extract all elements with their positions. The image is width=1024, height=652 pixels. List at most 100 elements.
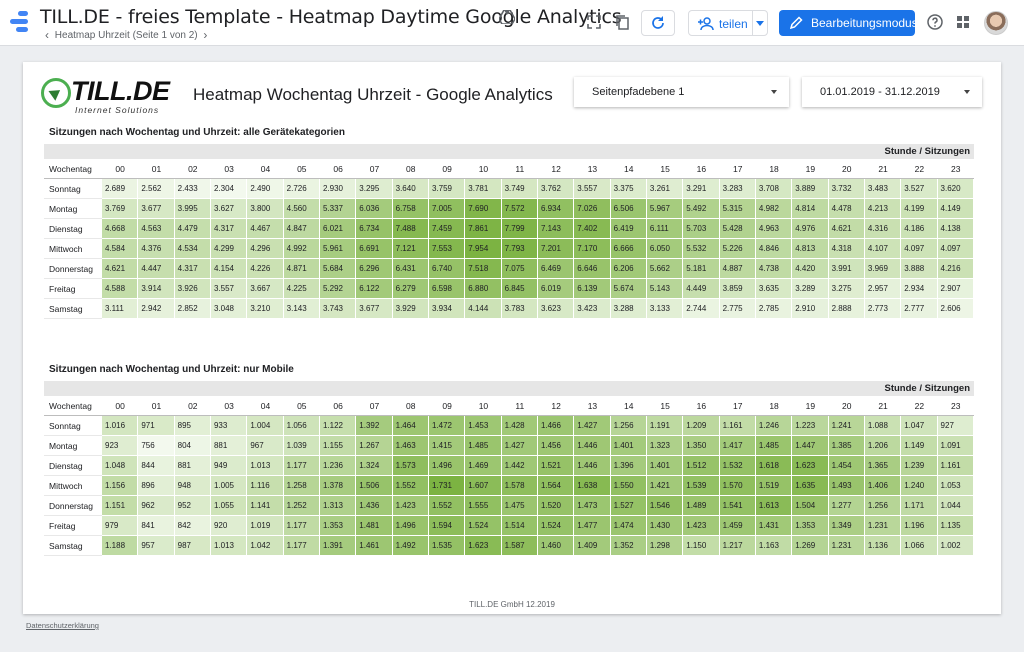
heatmap-cell: 1.539 (683, 476, 720, 496)
heatmap-cell: 1.731 (428, 476, 466, 496)
data-studio-logo-icon[interactable] (10, 11, 30, 33)
heatmap-cell: 4.216 (937, 259, 974, 279)
filter-dropdown[interactable]: Seitenpfadebene 1 (574, 77, 789, 107)
heatmap-cell: 1.472 (428, 416, 466, 436)
heatmap-cell: 1.392 (356, 416, 393, 436)
heatmap-cell: 1.149 (901, 436, 938, 456)
heatmap-cell: 6.646 (574, 259, 611, 279)
heatmap-cell: 3.677 (356, 299, 393, 319)
heatmap-cell: 4.097 (901, 239, 938, 259)
heatmap-cell: 6.740 (428, 259, 466, 279)
heatmap-cell: 1.161 (937, 456, 974, 476)
heatmap-cell: 1.594 (428, 516, 466, 536)
privacy-link[interactable]: Datenschutzerklärung (26, 621, 99, 630)
heatmap-cell: 5.961 (319, 239, 357, 259)
heatmap-cell: 920 (210, 516, 248, 536)
heatmap-cell: 1.223 (792, 416, 829, 436)
chevron-left-icon[interactable]: ‹ (45, 28, 49, 42)
heatmap-cell: 4.296 (247, 239, 284, 259)
hour-header: 15 (646, 159, 684, 179)
heatmap-cell: 1.151 (102, 496, 139, 516)
heatmap-cell: 1.042 (247, 536, 284, 556)
table-row: Montag 3.769 3.677 3.995 3.627 3.800 4.560 5.33… (44, 199, 974, 219)
avatar[interactable] (984, 11, 1008, 35)
heatmap-cell: 4.588 (102, 279, 139, 299)
heatmap-cell: 1.423 (683, 516, 720, 536)
heatmap-cell: 962 (138, 496, 175, 516)
page-navigator[interactable]: ‹ Heatmap Uhrzeit (Seite 1 von 2) › (42, 28, 210, 42)
heatmap-cell: 1.217 (719, 536, 756, 556)
apps-grid-icon[interactable] (953, 12, 973, 32)
share-dropdown-icon[interactable] (756, 21, 764, 26)
heatmap-cell: 1.177 (283, 456, 320, 476)
edit-mode-button[interactable]: Bearbeitungsmodus (779, 10, 918, 36)
weekday-label: Samstag (44, 299, 102, 319)
copy-icon[interactable] (612, 12, 632, 32)
heatmap-cell: 3.759 (428, 179, 466, 199)
hour-header: 20 (828, 159, 865, 179)
heatmap-cell: 1.177 (283, 536, 320, 556)
heatmap-cell: 1.252 (283, 496, 320, 516)
heatmap-all-title: Sitzungen nach Wochentag und Uhrzeit: al… (49, 127, 345, 138)
heatmap-cell: 971 (138, 416, 175, 436)
weekday-label: Sonntag (44, 416, 102, 436)
hour-header: 13 (574, 159, 611, 179)
heatmap-cell: 4.154 (210, 259, 248, 279)
help-icon[interactable] (925, 12, 945, 32)
report-name[interactable]: TILL.DE - freies Template - Heatmap Dayt… (40, 6, 622, 28)
table-row: Freitag 979 841 842 920 1.019 1.177 1.353 1.481 1… (44, 516, 974, 536)
heatmap-cell: 4.186 (901, 219, 938, 239)
heatmap-cell: 1.535 (428, 536, 466, 556)
heatmap-cell: 927 (937, 416, 974, 436)
heatmap-cell: 967 (247, 436, 284, 456)
heatmap-cell: 1.623 (792, 456, 829, 476)
weekday-label: Montag (44, 199, 102, 219)
heatmap-cell: 6.036 (356, 199, 393, 219)
heatmap-cell: 1.269 (792, 536, 829, 556)
heatmap-cell: 1.521 (537, 456, 575, 476)
heatmap-cell: 3.995 (174, 199, 211, 219)
weekday-label: Donnerstag (44, 496, 102, 516)
google-drive-icon[interactable] (499, 10, 515, 24)
heatmap-cell: 1.055 (210, 496, 248, 516)
heatmap-cell: 1.442 (501, 456, 538, 476)
heatmap-cell: 2.606 (937, 299, 974, 319)
heatmap-cell: 1.524 (537, 516, 575, 536)
heatmap-table: Wochentag 00 01 02 03 04 05 06 07 08 09 10 11 12 13 14 1… (44, 396, 974, 556)
page-nav-label[interactable]: Heatmap Uhrzeit (Seite 1 von 2) (54, 29, 198, 41)
heatmap-cell: 4.814 (792, 199, 829, 219)
chevron-right-icon[interactable]: › (203, 28, 208, 42)
heatmap-cell: 1.587 (501, 536, 538, 556)
heatmap-cell: 1.564 (537, 476, 575, 496)
heatmap-cell: 3.800 (247, 199, 284, 219)
heatmap-cell: 1.436 (356, 496, 393, 516)
heatmap-cell: 4.144 (465, 299, 502, 319)
band-label: Stunde / Sitzungen (884, 383, 971, 394)
heatmap-cell: 1.209 (683, 416, 720, 436)
heatmap-cell: 4.847 (283, 219, 320, 239)
heatmap-mobile: Stunde / Sitzungen Wochentag 00 01 02 03 04 05… (44, 381, 974, 556)
heatmap-cell: 1.206 (864, 436, 902, 456)
heatmap-cell: 896 (138, 476, 175, 496)
heatmap-cell: 3.708 (755, 179, 793, 199)
heatmap-cell: 2.852 (174, 299, 211, 319)
heatmap-cell: 7.954 (465, 239, 502, 259)
date-range-picker[interactable]: 01.01.2019 - 31.12.2019 (802, 77, 982, 107)
heatmap-cell: 6.506 (610, 199, 647, 219)
share-button[interactable]: teilen (688, 10, 768, 36)
heatmap-cell: 5.226 (719, 239, 756, 259)
heatmap-cell: 3.929 (392, 299, 429, 319)
hour-header: 09 (428, 159, 466, 179)
table-row: Montag 923 756 804 881 967 1.039 1.155 1.267 1.46… (44, 436, 974, 456)
heatmap-cell: 4.668 (102, 219, 139, 239)
heatmap-cell: 7.488 (392, 219, 429, 239)
fullscreen-icon[interactable] (584, 12, 604, 32)
heatmap-cell: 1.236 (319, 456, 357, 476)
heatmap-cell: 1.177 (283, 516, 320, 536)
refresh-button[interactable] (641, 10, 675, 36)
heatmap-cell: 6.598 (428, 279, 466, 299)
heatmap-cell: 4.963 (755, 219, 793, 239)
heatmap-cell: 1.552 (392, 476, 429, 496)
heatmap-cell: 5.967 (646, 199, 684, 219)
heatmap-cell: 5.662 (646, 259, 684, 279)
